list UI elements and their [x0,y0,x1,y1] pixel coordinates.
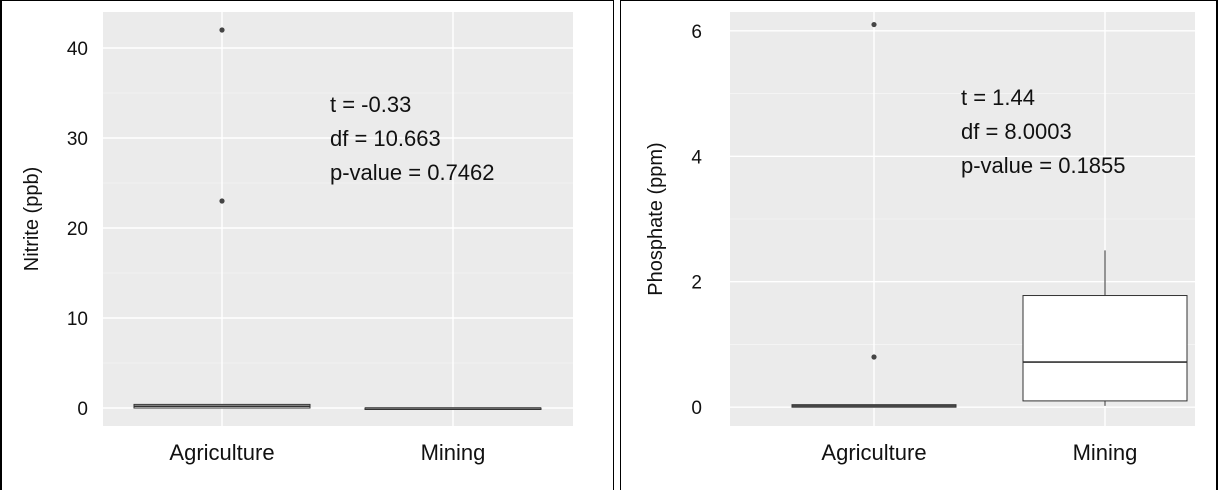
y-tick-label: 2 [691,273,702,294]
y-tick-label: 10 [67,309,88,330]
outlier-point [871,354,877,360]
x-category-label: Mining [421,440,486,465]
y-axis-label: Nitrite (ppb) [21,167,43,271]
left-chart-frame [0,0,614,490]
stat-annotation: t = -0.33 [330,92,411,117]
y-tick-label: 4 [691,147,702,168]
outlier-point [871,21,877,28]
x-category-label: Mining [1073,440,1138,465]
chart-1: 0 10 20 30 40 Nitrite (ppb) Agriculture Mining t… [21,12,573,465]
y-axis-label: Phosphate (ppm) [645,142,667,295]
y-tick-label: 40 [67,39,88,60]
outlier-point [219,198,225,204]
stat-annotation: p-value = 0.1855 [961,153,1126,178]
chart-2: 0 2 4 6 Phosphate (ppm) Agriculture Mining t = … [645,12,1195,465]
y-tick-label: 6 [691,22,702,43]
y-tick-label: 20 [67,219,88,240]
stat-annotation: df = 10.663 [330,126,441,151]
y-tick-label: 0 [691,398,702,419]
stat-annotation: df = 8.0003 [961,119,1072,144]
box [1022,295,1188,402]
stat-annotation: p-value = 0.7462 [330,160,495,185]
outlier-point [219,27,225,33]
stat-annotation: t = 1.44 [961,85,1035,110]
plot-panel [103,12,573,426]
x-category-label: Agriculture [821,440,926,465]
right-chart-frame [620,0,1218,490]
x-category-label: Agriculture [169,440,274,465]
y-tick-label: 0 [77,399,88,420]
y-tick-label: 30 [67,129,88,150]
